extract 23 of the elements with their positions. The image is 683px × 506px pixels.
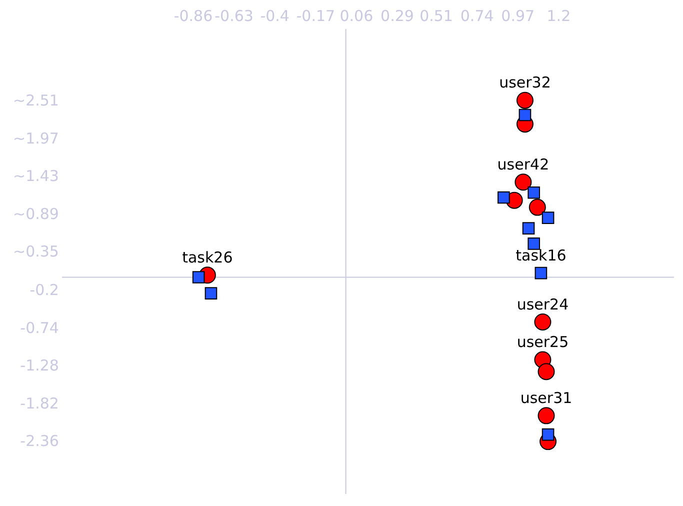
- annotation: task26: [182, 248, 233, 267]
- point: [538, 407, 555, 424]
- annotation: task16: [516, 246, 566, 264]
- annotation: user42: [497, 156, 550, 174]
- annotation: user24: [516, 295, 569, 314]
- point: [514, 174, 532, 191]
- point: [542, 212, 554, 224]
- point: [528, 198, 546, 216]
- point: [534, 313, 552, 330]
- point: [542, 428, 554, 441]
- point: [516, 92, 534, 109]
- annotation: user31: [520, 389, 572, 408]
- point: [204, 287, 218, 300]
- annotation: user32: [499, 74, 551, 92]
- point: [538, 363, 555, 380]
- point: [522, 222, 535, 234]
- point: [534, 266, 548, 280]
- point: [192, 271, 205, 284]
- point: [528, 238, 540, 250]
- point: [528, 186, 540, 199]
- point: [518, 108, 532, 122]
- annotation: user25: [516, 333, 569, 352]
- point: [498, 191, 510, 204]
